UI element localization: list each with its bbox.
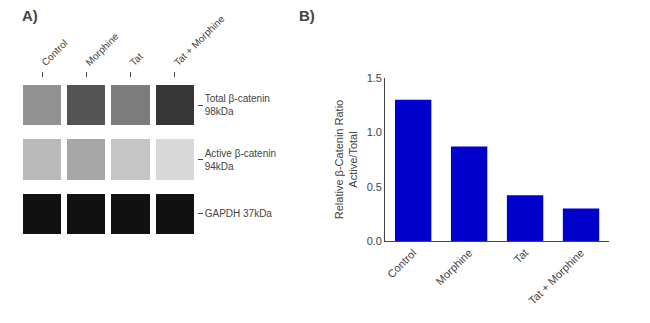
svg-text:Relative β-Catenin RatioActive: Relative β-Catenin RatioActive/Total [333,100,359,219]
svg-text:0.0: 0.0 [367,235,382,247]
svg-text:1.0: 1.0 [367,126,382,138]
svg-text:B): B) [299,7,315,24]
svg-text:Tat + Morphine: Tat + Morphine [172,13,227,68]
svg-text:Morphine: Morphine [83,30,121,68]
svg-text:Morphine: Morphine [434,247,475,288]
svg-text:Tat: Tat [512,247,531,266]
svg-text:0.5: 0.5 [367,181,382,193]
svg-text:Active β-catenin94kDa: Active β-catenin94kDa [205,148,276,172]
svg-text:1.5: 1.5 [367,72,382,84]
svg-text:A): A) [22,7,38,24]
svg-text:Tat: Tat [128,51,145,68]
svg-text:Total β-catenin98kDa: Total β-catenin98kDa [205,93,270,117]
svg-text:Control: Control [39,37,70,68]
svg-text:Control: Control [385,247,419,281]
svg-text:Tat + Morphine: Tat + Morphine [526,247,586,307]
svg-text:GAPDH 37kDa: GAPDH 37kDa [205,208,273,219]
